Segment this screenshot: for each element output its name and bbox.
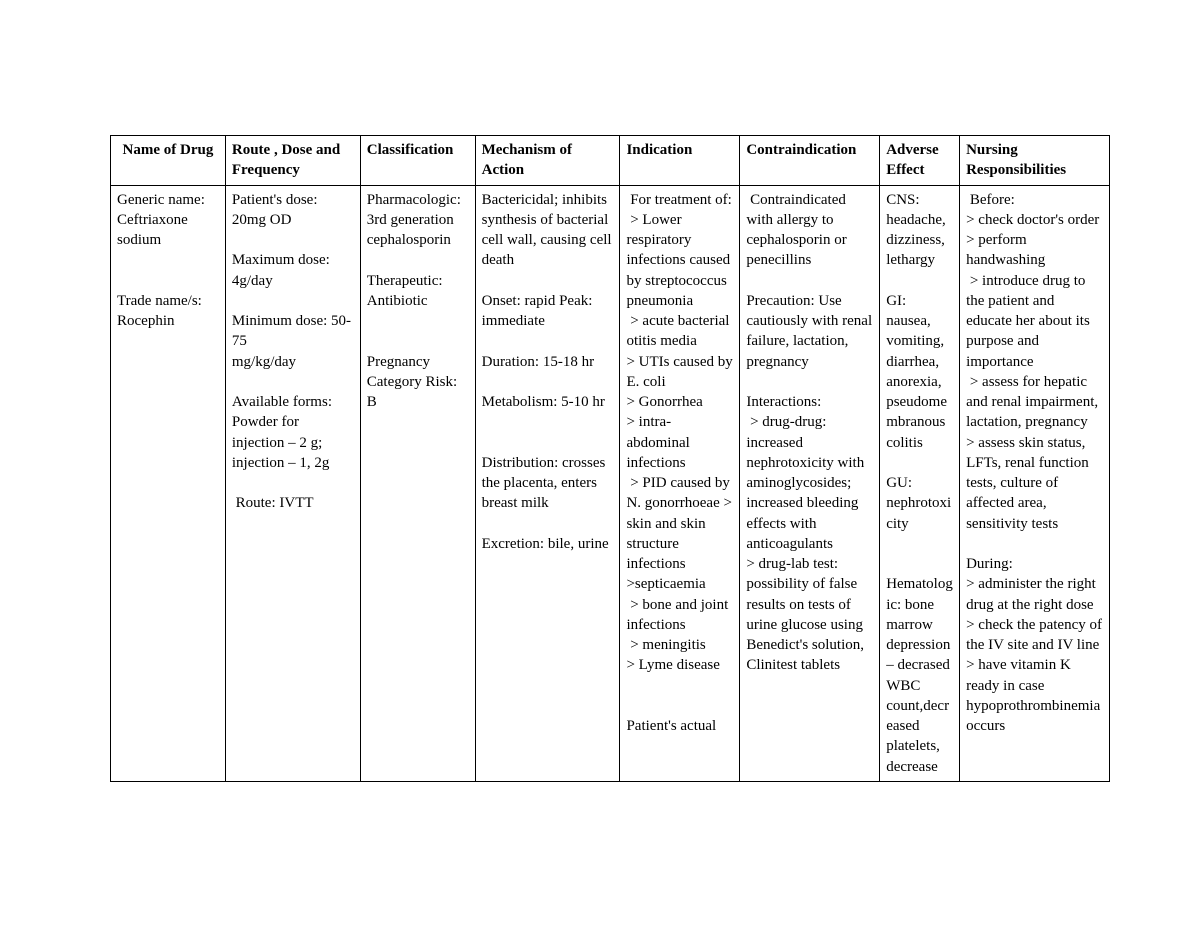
cell-mechanism: Bactericidal; inhibits synthesis of bact… <box>475 185 620 781</box>
cell-text: For treatment of: > Lower respiratory in… <box>626 190 733 737</box>
cell-classification: Pharmacologic: 3rd generation cephalospo… <box>360 185 475 781</box>
cell-text: Contraindicated with allergy to cephalos… <box>746 190 873 676</box>
col-header-classification: Classification <box>360 136 475 186</box>
col-header-indication: Indication <box>620 136 740 186</box>
cell-indication: For treatment of: > Lower respiratory in… <box>620 185 740 781</box>
cell-text: Generic name: Ceftriaxone sodium Trade n… <box>117 190 219 332</box>
col-header-contraindication: Contraindication <box>740 136 880 186</box>
cell-text: Before: > check doctor's order > perform… <box>966 190 1103 737</box>
cell-text: Pharmacologic: 3rd generation cephalospo… <box>367 190 469 413</box>
cell-adverse-effect: CNS: headache, dizziness, lethargy GI: n… <box>880 185 960 781</box>
document-page: Name of Drug Route , Dose and Frequency … <box>0 0 1200 782</box>
cell-route-dose: Patient's dose: 20mg OD Maximum dose: 4g… <box>225 185 360 781</box>
cell-contraindication: Contraindicated with allergy to cephalos… <box>740 185 880 781</box>
table-header-row: Name of Drug Route , Dose and Frequency … <box>111 136 1110 186</box>
cell-nursing: Before: > check doctor's order > perform… <box>960 185 1110 781</box>
col-header-nursing: Nursing Responsibilities <box>960 136 1110 186</box>
col-header-adverse: Adverse Effect <box>880 136 960 186</box>
table-row: Generic name: Ceftriaxone sodium Trade n… <box>111 185 1110 781</box>
cell-text: CNS: headache, dizziness, lethargy GI: n… <box>886 190 953 777</box>
col-header-name: Name of Drug <box>111 136 226 186</box>
col-header-route: Route , Dose and Frequency <box>225 136 360 186</box>
cell-text: Patient's dose: 20mg OD Maximum dose: 4g… <box>232 190 354 514</box>
col-header-mechanism: Mechanism of Action <box>475 136 620 186</box>
cell-name-of-drug: Generic name: Ceftriaxone sodium Trade n… <box>111 185 226 781</box>
drug-reference-table: Name of Drug Route , Dose and Frequency … <box>110 135 1110 782</box>
cell-text: Bactericidal; inhibits synthesis of bact… <box>482 190 614 555</box>
